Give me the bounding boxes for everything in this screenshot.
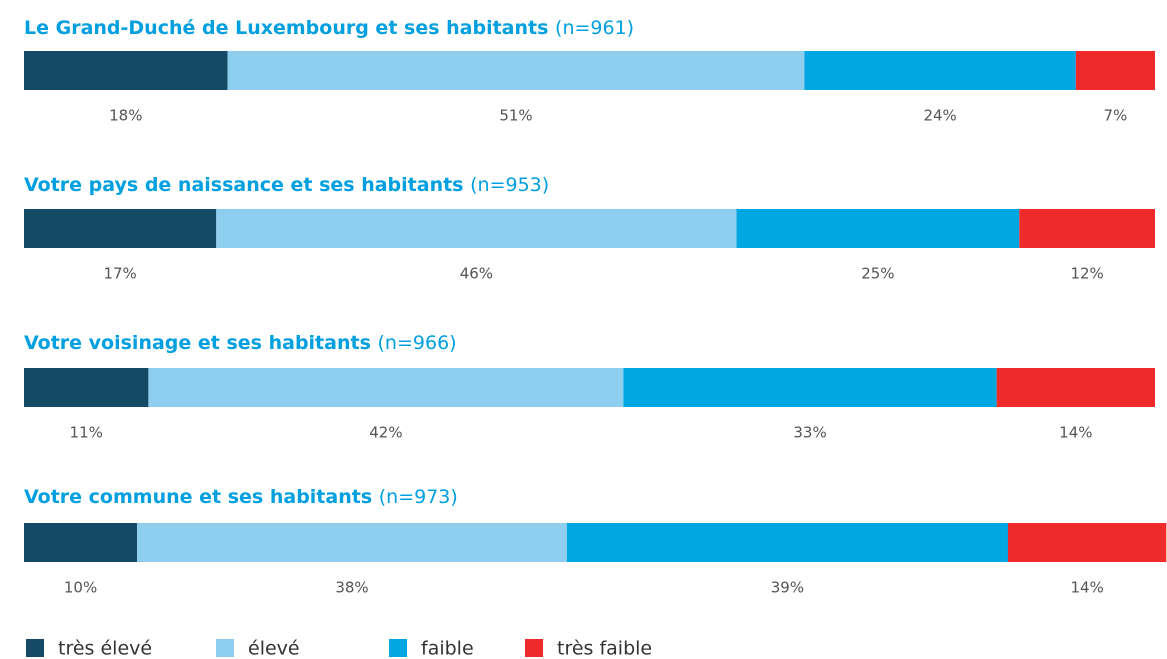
row-count: (n=973) (379, 486, 458, 508)
row-title: Votre voisinage et ses habitants (n=966) (24, 332, 457, 354)
bar-segment (1019, 209, 1155, 248)
row-title: Le Grand-Duché de Luxembourg et ses habi… (24, 17, 634, 39)
row-title: Votre pays de naissance et ses habitants… (24, 174, 549, 196)
bar-segment (1075, 51, 1155, 90)
legend-swatch (525, 639, 543, 657)
value-label: 7% (1104, 107, 1128, 125)
bar-segment (24, 209, 217, 248)
row-title-text: Votre commune et ses habitants (24, 486, 372, 508)
bar-segment (227, 51, 805, 90)
row-title-text: Votre voisinage et ses habitants (24, 332, 371, 354)
value-label: 38% (335, 579, 368, 597)
bar-segment (148, 368, 624, 407)
bar-segment (24, 523, 138, 562)
bar-segment (137, 523, 567, 562)
value-label: 25% (861, 265, 894, 283)
legend-label: faible (421, 638, 474, 659)
value-label: 10% (64, 579, 97, 597)
bar-segment (996, 368, 1155, 407)
value-label: 12% (1070, 265, 1103, 283)
legend-label: élevé (248, 638, 300, 659)
legend-swatch (26, 639, 44, 657)
bar-segment (24, 51, 228, 90)
row-count: (n=966) (378, 332, 457, 354)
value-label: 14% (1059, 424, 1092, 442)
bar-segment (566, 523, 1008, 562)
bar-segment (623, 368, 997, 407)
row-count: (n=953) (470, 174, 549, 196)
value-label: 42% (369, 424, 402, 442)
value-label: 18% (109, 107, 142, 125)
bar-segment (24, 368, 149, 407)
row-count: (n=961) (555, 17, 634, 39)
bar-segment (216, 209, 737, 248)
value-label: 24% (923, 107, 956, 125)
legend-label: très faible (557, 638, 652, 659)
bar-segment (736, 209, 1020, 248)
bar-segment (804, 51, 1076, 90)
legend-label: très élevé (58, 638, 152, 659)
row-title: Votre commune et ses habitants (n=973) (24, 486, 458, 508)
row-title-text: Votre pays de naissance et ses habitants (24, 174, 464, 196)
legend-swatch (216, 639, 234, 657)
value-label: 46% (460, 265, 493, 283)
value-label: 51% (499, 107, 532, 125)
value-label: 11% (70, 424, 103, 442)
bar-segment (1007, 523, 1167, 562)
legend-swatch (389, 639, 407, 657)
value-label: 33% (793, 424, 826, 442)
value-label: 14% (1070, 579, 1103, 597)
value-label: 17% (103, 265, 136, 283)
value-label: 39% (771, 579, 804, 597)
row-title-text: Le Grand-Duché de Luxembourg et ses habi… (24, 17, 548, 39)
